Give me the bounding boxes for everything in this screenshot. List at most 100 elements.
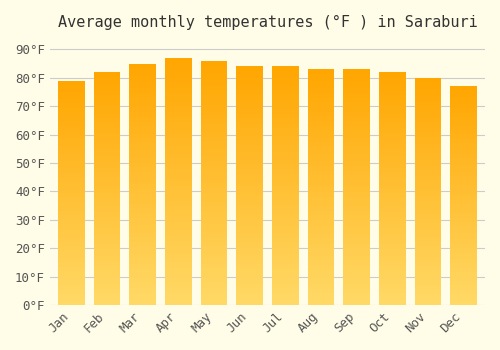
Bar xyxy=(129,146,156,148)
Bar xyxy=(236,90,263,93)
Bar xyxy=(379,119,406,121)
Bar xyxy=(450,303,477,305)
Bar xyxy=(200,181,228,183)
Bar xyxy=(414,119,442,121)
Bar xyxy=(200,283,228,286)
Bar xyxy=(308,281,334,284)
Bar xyxy=(450,231,477,233)
Bar xyxy=(343,267,370,270)
Bar xyxy=(58,289,84,292)
Bar xyxy=(236,291,263,293)
Bar xyxy=(200,100,228,102)
Bar xyxy=(165,253,192,255)
Bar xyxy=(200,122,228,124)
Bar xyxy=(343,291,370,293)
Bar xyxy=(414,82,442,85)
Bar xyxy=(58,292,84,294)
Bar xyxy=(379,198,406,200)
Bar xyxy=(379,96,406,98)
Bar xyxy=(379,205,406,207)
Bar xyxy=(165,191,192,194)
Bar xyxy=(58,180,84,182)
Bar xyxy=(379,144,406,147)
Bar xyxy=(236,176,263,178)
Bar xyxy=(165,110,192,112)
Bar xyxy=(272,167,298,169)
Bar xyxy=(272,276,298,279)
Bar xyxy=(414,132,442,135)
Bar xyxy=(308,76,334,79)
Bar xyxy=(379,214,406,217)
Bar xyxy=(58,247,84,249)
Bar xyxy=(94,224,120,226)
Bar xyxy=(129,228,156,230)
Bar xyxy=(58,168,84,170)
Bar xyxy=(450,136,477,139)
Bar xyxy=(200,102,228,105)
Bar xyxy=(58,173,84,175)
Bar xyxy=(94,182,120,184)
Bar xyxy=(343,194,370,197)
Bar xyxy=(343,279,370,281)
Bar xyxy=(94,272,120,275)
Bar xyxy=(414,301,442,303)
Bar xyxy=(272,188,298,190)
Bar xyxy=(343,206,370,208)
Bar xyxy=(129,163,156,165)
Bar xyxy=(450,257,477,259)
Bar xyxy=(236,240,263,243)
Bar xyxy=(94,221,120,224)
Bar xyxy=(129,97,156,100)
Bar xyxy=(165,112,192,115)
Bar xyxy=(165,83,192,85)
Bar xyxy=(236,143,263,145)
Bar xyxy=(343,300,370,303)
Bar xyxy=(129,209,156,211)
Bar xyxy=(200,151,228,154)
Bar xyxy=(94,107,120,110)
Bar xyxy=(165,182,192,184)
Bar xyxy=(343,91,370,93)
Bar xyxy=(165,189,192,191)
Bar xyxy=(129,199,156,201)
Bar xyxy=(165,256,192,258)
Bar xyxy=(165,295,192,298)
Bar xyxy=(200,261,228,264)
Bar xyxy=(450,183,477,185)
Bar xyxy=(450,134,477,136)
Bar xyxy=(94,151,120,154)
Bar xyxy=(308,197,334,199)
Bar xyxy=(308,100,334,102)
Bar xyxy=(343,237,370,239)
Bar xyxy=(94,75,120,77)
Bar xyxy=(200,132,228,134)
Bar xyxy=(129,73,156,76)
Bar xyxy=(236,250,263,253)
Bar xyxy=(58,148,84,150)
Bar xyxy=(94,245,120,247)
Bar xyxy=(308,135,334,138)
Bar xyxy=(450,102,477,104)
Bar xyxy=(200,259,228,261)
Bar xyxy=(58,296,84,298)
Bar xyxy=(379,296,406,298)
Bar xyxy=(129,254,156,257)
Bar xyxy=(129,158,156,160)
Bar xyxy=(272,260,298,262)
Bar xyxy=(129,269,156,271)
Bar xyxy=(343,208,370,211)
Bar xyxy=(165,196,192,199)
Bar xyxy=(450,106,477,108)
Bar xyxy=(379,149,406,151)
Bar xyxy=(414,178,442,180)
Bar xyxy=(200,239,228,241)
Bar xyxy=(165,280,192,283)
Bar xyxy=(165,246,192,248)
Bar xyxy=(272,98,298,100)
Bar xyxy=(272,238,298,240)
Bar xyxy=(450,108,477,110)
Bar xyxy=(94,128,120,130)
Bar xyxy=(343,248,370,251)
Bar xyxy=(200,190,228,193)
Bar xyxy=(200,178,228,181)
